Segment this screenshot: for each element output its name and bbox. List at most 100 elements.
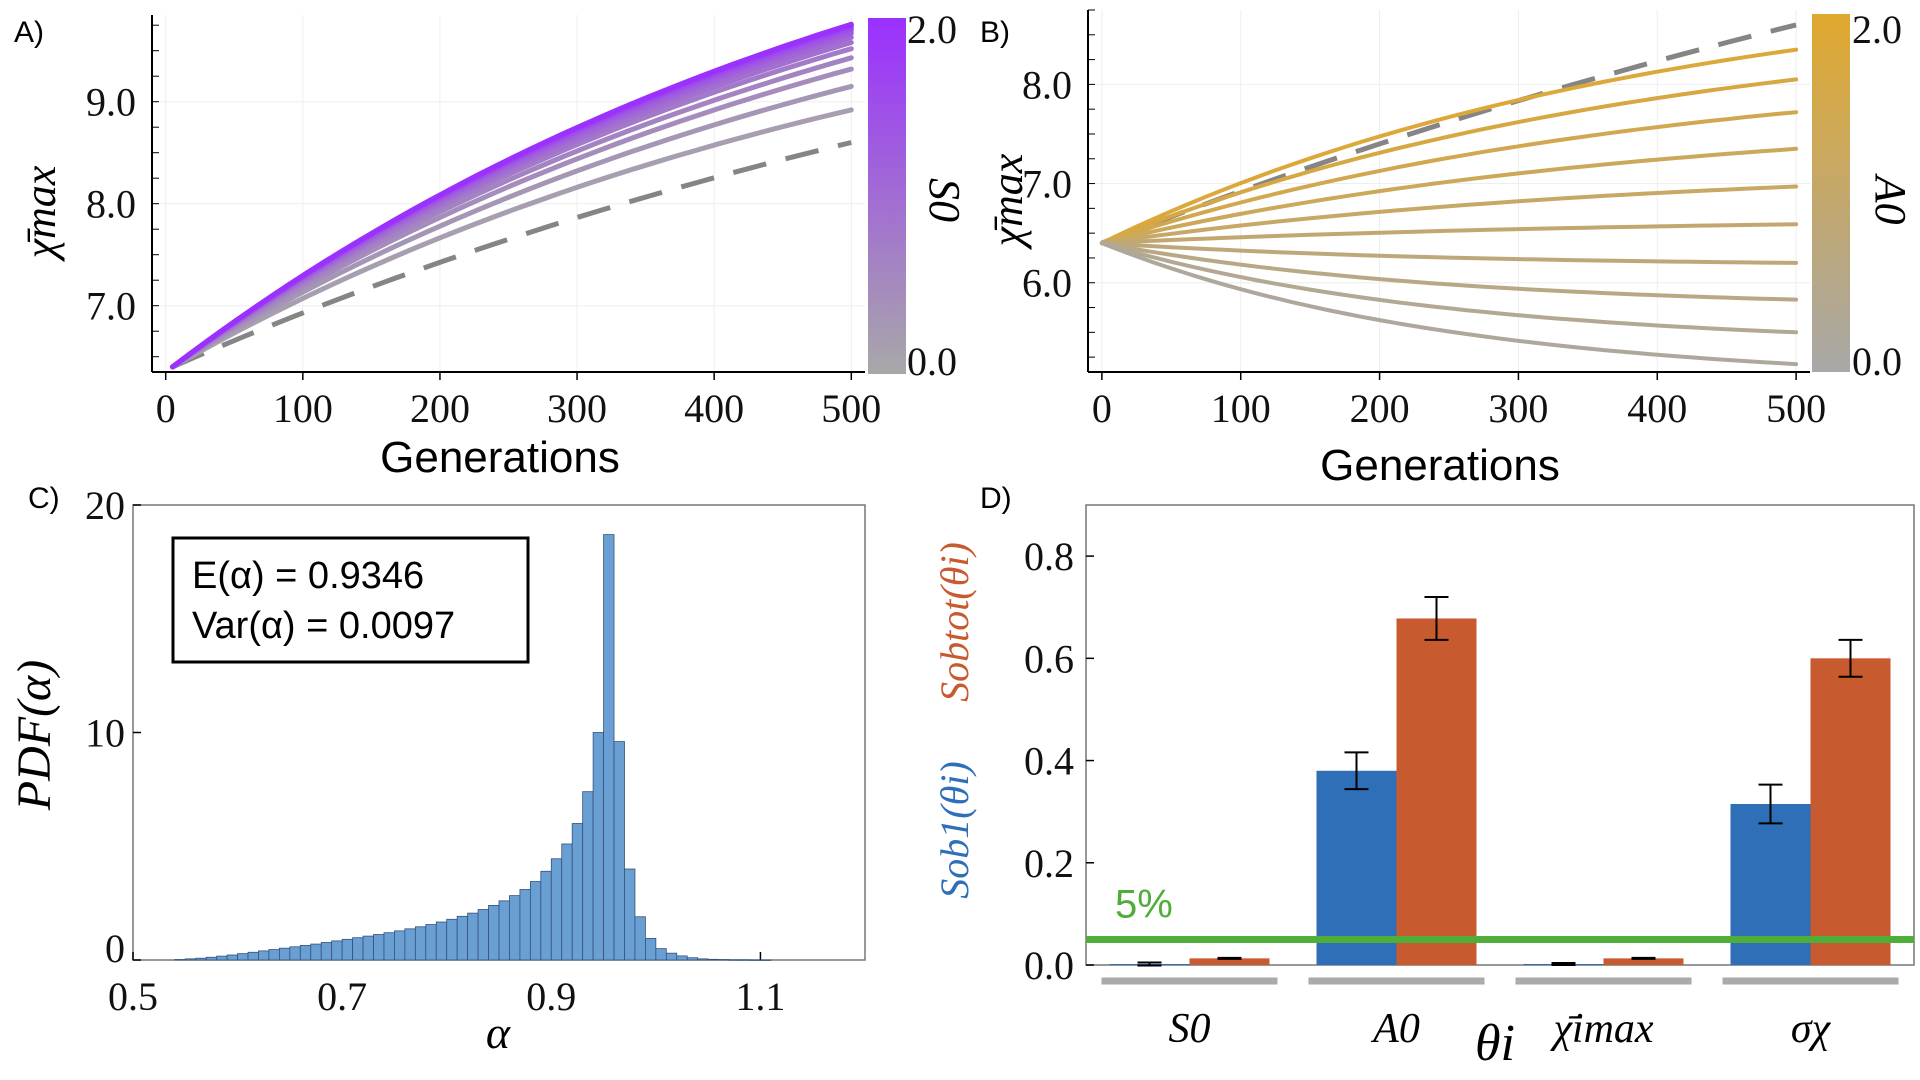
panel-c-ticks: 0.5 0.7 0.9 1.1 0 10 20 bbox=[85, 483, 785, 1019]
panel-a-colorbar-label: S0 bbox=[920, 178, 969, 222]
panel-c-bars bbox=[174, 534, 772, 961]
x-tick-label: 1.1 bbox=[735, 974, 785, 1019]
y-tick-label: 8.0 bbox=[86, 182, 136, 227]
histogram-bar bbox=[519, 889, 531, 961]
panel-d-ylabel-first-order: Sob1(θi) bbox=[932, 761, 977, 898]
y-tick-label: 8.0 bbox=[1022, 62, 1072, 107]
panel-a-colorbar bbox=[868, 18, 906, 374]
x-tick-label: 0.5 bbox=[108, 974, 158, 1019]
histogram-bar bbox=[373, 934, 385, 961]
x-tick-label: 100 bbox=[1211, 386, 1271, 431]
histogram-bar bbox=[383, 932, 395, 961]
series-line bbox=[1099, 241, 1799, 265]
histogram-bar bbox=[226, 954, 238, 961]
series-line bbox=[1099, 184, 1799, 246]
histogram-bar bbox=[582, 791, 594, 961]
histogram-bar bbox=[665, 952, 678, 961]
stats-variance: Var(α) = 0.0097 bbox=[192, 605, 455, 647]
x-tick-label: 0 bbox=[1092, 386, 1112, 431]
sobol-bar bbox=[1810, 658, 1891, 965]
histogram-bar bbox=[404, 928, 416, 961]
histogram-bar bbox=[394, 930, 406, 961]
histogram-bar bbox=[498, 900, 510, 961]
panel-c-xlabel: α bbox=[486, 1007, 511, 1058]
panel-b-label: B) bbox=[980, 16, 1010, 49]
y-tick-label: 0.0 bbox=[1024, 943, 1074, 988]
histogram-bar bbox=[456, 915, 469, 961]
panel-d-ylabel-total: Sobtot(θi) bbox=[932, 542, 977, 702]
x-tick-label: 300 bbox=[547, 386, 607, 431]
histogram-bar bbox=[310, 943, 322, 961]
threshold-label: 5% bbox=[1115, 882, 1173, 926]
panel-c-label: C) bbox=[28, 482, 60, 515]
category-label: A0 bbox=[1370, 1006, 1420, 1052]
x-tick-label: 300 bbox=[1488, 386, 1548, 431]
series-line bbox=[170, 107, 854, 370]
panel-a: A) 0 100 200 300 400 500 7.0 8.0 9.0 Generations… bbox=[14, 7, 969, 482]
panel-d: D) 0.0 0.2 0.4 0.6 0.8 5% S0 A0 χ̄imax σχ θi So… bbox=[932, 482, 1915, 1072]
histogram-bar bbox=[216, 955, 228, 961]
category-label: χ̄imax bbox=[1549, 1006, 1653, 1052]
histogram-bar bbox=[728, 959, 740, 961]
histogram-bar bbox=[697, 958, 709, 961]
panel-b-lines bbox=[1099, 22, 1799, 367]
y-tick-label: 0.6 bbox=[1024, 636, 1074, 681]
histogram-bar bbox=[352, 937, 364, 961]
histogram-bar bbox=[571, 823, 584, 961]
panel-b-colorbar bbox=[1812, 14, 1850, 372]
sobol-bar bbox=[1189, 958, 1270, 965]
panel-d-categories: S0 A0 χ̄imax σχ bbox=[1101, 977, 1899, 1052]
histogram-bar bbox=[331, 940, 343, 961]
series-line bbox=[1099, 222, 1799, 246]
y-tick-label: 9.0 bbox=[86, 80, 136, 125]
histogram-bar bbox=[195, 957, 207, 961]
histogram-bar bbox=[174, 959, 186, 961]
histogram-bar bbox=[446, 918, 458, 961]
x-tick-label: 0.9 bbox=[526, 974, 576, 1019]
histogram-bar bbox=[561, 843, 573, 961]
category-label: σχ bbox=[1791, 1006, 1832, 1052]
x-tick-label: 200 bbox=[410, 386, 470, 431]
y-tick-label: 6.0 bbox=[1022, 261, 1072, 306]
panel-d-xlabel: θi bbox=[1475, 1015, 1515, 1072]
histogram-bar bbox=[258, 950, 270, 961]
series-line bbox=[170, 30, 854, 370]
histogram-bar bbox=[634, 916, 646, 961]
series-line bbox=[170, 83, 854, 370]
histogram-bar bbox=[624, 868, 636, 961]
sobol-bar bbox=[1603, 958, 1684, 965]
histogram-bar bbox=[237, 953, 249, 961]
panel-c-ylabel: PDF(α) bbox=[8, 660, 61, 811]
y-tick-label: 0.2 bbox=[1024, 841, 1074, 886]
panel-d-bars bbox=[1109, 596, 1891, 967]
histogram-bar bbox=[320, 942, 333, 961]
panel-a-label: A) bbox=[14, 16, 44, 49]
y-tick-label: 7.0 bbox=[86, 284, 136, 329]
histogram-bar bbox=[676, 955, 688, 961]
histogram-bar bbox=[592, 732, 604, 961]
histogram-bar bbox=[739, 959, 751, 961]
y-tick-label: 20 bbox=[85, 483, 125, 528]
series-line bbox=[1099, 241, 1799, 302]
histogram-bar bbox=[467, 912, 479, 961]
histogram-bar bbox=[655, 948, 667, 961]
histogram-bar bbox=[477, 909, 489, 961]
panel-d-label: D) bbox=[980, 482, 1012, 515]
panel-a-lines bbox=[170, 21, 854, 370]
series-line bbox=[1099, 241, 1799, 367]
y-tick-label: 0.4 bbox=[1024, 739, 1074, 784]
panel-a-colorbar-max: 2.0 bbox=[907, 7, 957, 52]
histogram-bar bbox=[707, 958, 720, 961]
y-tick-label: 10 bbox=[85, 711, 125, 756]
series-line bbox=[1099, 47, 1799, 246]
y-tick-label: 0.8 bbox=[1024, 534, 1074, 579]
panel-b-xlabel: Generations bbox=[1320, 441, 1560, 490]
x-tick-label: 500 bbox=[1766, 386, 1826, 431]
series-line bbox=[1099, 146, 1799, 246]
x-tick-label: 100 bbox=[273, 386, 333, 431]
panel-b-colorbar-label: A0 bbox=[1866, 173, 1915, 225]
panel-b: B) 0 100 200 300 400 500 6.0 7.0 8.0 Generations… bbox=[980, 7, 1915, 490]
x-tick-label: 400 bbox=[1627, 386, 1687, 431]
histogram-bar bbox=[718, 959, 730, 961]
